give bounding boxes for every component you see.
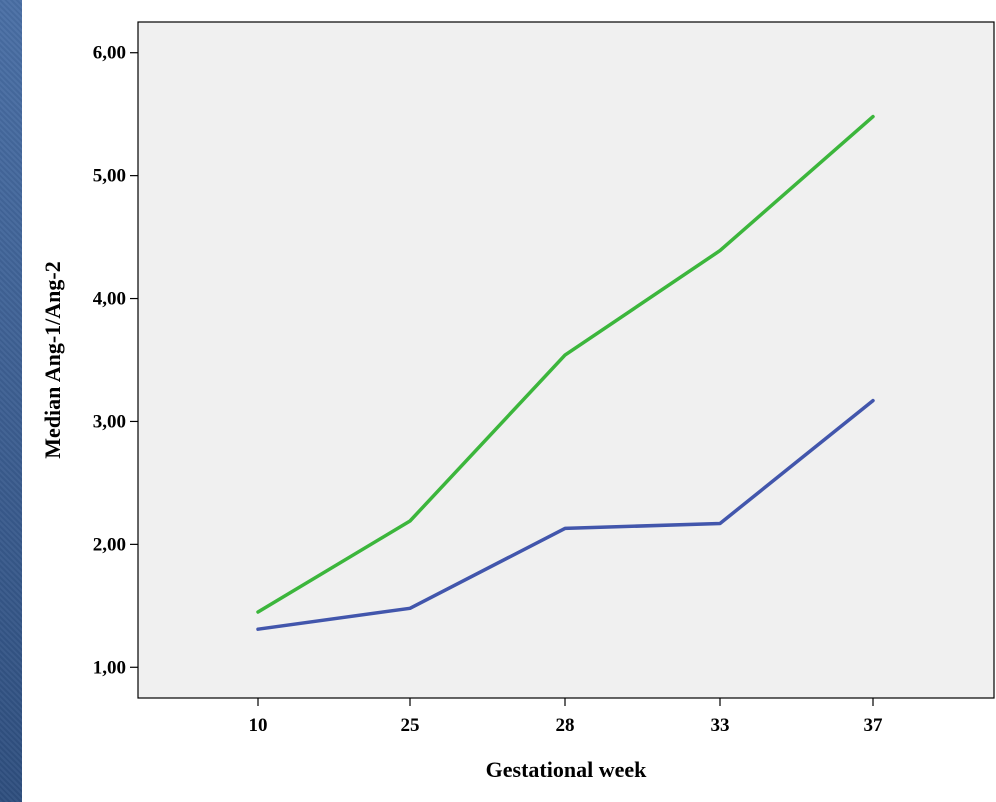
x-axis-title: Gestational week [486,757,647,782]
x-axis: 10 25 28 33 37 [249,698,884,736]
x-tick-label: 37 [864,715,884,736]
chart-figure: 1,00 2,00 3,00 4,00 5,00 6,00 10 25 28 33 37 Gest… [22,0,996,802]
y-tick-label: 3,00 [93,411,126,432]
y-axis: 1,00 2,00 3,00 4,00 5,00 6,00 [93,43,138,678]
y-tick-label: 6,00 [93,43,126,64]
x-tick-label: 28 [556,715,575,736]
y-tick-label: 1,00 [93,657,126,678]
line-chart: 1,00 2,00 3,00 4,00 5,00 6,00 10 25 28 33 37 Gest… [40,21,995,782]
x-tick-label: 10 [249,715,268,736]
x-tick-label: 25 [401,715,420,736]
x-tick-label: 33 [711,715,730,736]
y-axis-title: Median Ang-1/Ang-2 [40,261,65,458]
y-tick-label: 4,00 [93,289,126,310]
series-lines [256,114,875,631]
y-tick-label: 2,00 [93,534,126,555]
y-tick-label: 5,00 [93,166,126,187]
